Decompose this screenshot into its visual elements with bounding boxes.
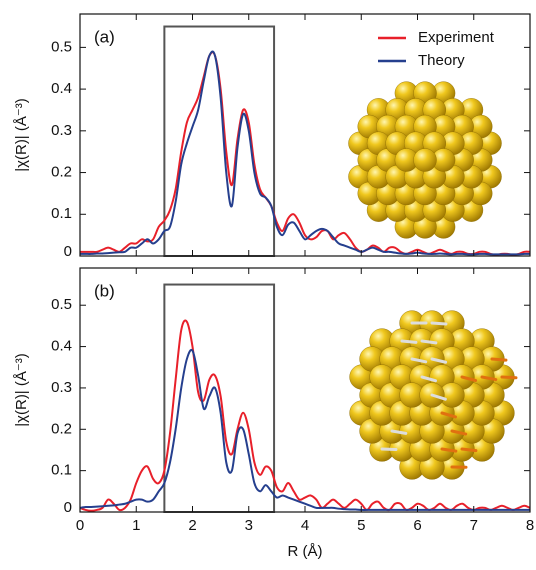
y-tick-label: 0.5: [51, 296, 72, 313]
y-tick-label: 0.4: [51, 80, 72, 97]
y-tick-label: 0.2: [51, 164, 72, 181]
legend-label: Experiment: [418, 29, 495, 46]
x-tick-label: 1: [132, 517, 140, 534]
highlight-box: [164, 27, 274, 256]
x-tick-label: 2: [188, 517, 196, 534]
x-tick-label: 3: [245, 517, 253, 534]
y-tick-label: 0.1: [51, 205, 72, 222]
panel-label: (b): [94, 281, 115, 300]
y-axis-label: |χ(R)| (Å⁻³): [13, 98, 30, 172]
ligand: [442, 449, 456, 451]
ligand: [462, 449, 476, 451]
y-tick-label: 0.4: [51, 338, 72, 355]
x-tick-label: 0: [76, 517, 84, 534]
ligand: [502, 377, 516, 378]
panel-label: (a): [94, 27, 115, 46]
x-tick-label: 5: [357, 517, 365, 534]
highlight-box: [164, 285, 274, 512]
nanoparticle-inset: [348, 82, 501, 239]
y-tick-label: 0: [64, 243, 72, 260]
y-tick-label: 0.3: [51, 122, 72, 139]
nanoparticle-inset: [350, 311, 516, 480]
ligand: [492, 359, 506, 360]
y-tick-label: 0.2: [51, 420, 72, 437]
x-tick-label: 6: [413, 517, 421, 534]
ligand: [402, 341, 416, 342]
ligand: [432, 323, 446, 324]
legend-label: Theory: [418, 52, 465, 69]
x-axis-label: R (Å): [288, 543, 323, 560]
x-tick-label: 7: [470, 517, 478, 534]
y-tick-label: 0.5: [51, 38, 72, 55]
gold-atom: [413, 148, 436, 171]
y-tick-label: 0.3: [51, 379, 72, 396]
ligand: [422, 341, 436, 343]
y-axis-label: |χ(R)| (Å⁻³): [13, 353, 30, 427]
x-tick-label: 4: [301, 517, 309, 534]
x-tick-label: 8: [526, 517, 534, 534]
y-tick-label: 0.1: [51, 462, 72, 479]
y-tick-label: 0: [64, 499, 72, 516]
